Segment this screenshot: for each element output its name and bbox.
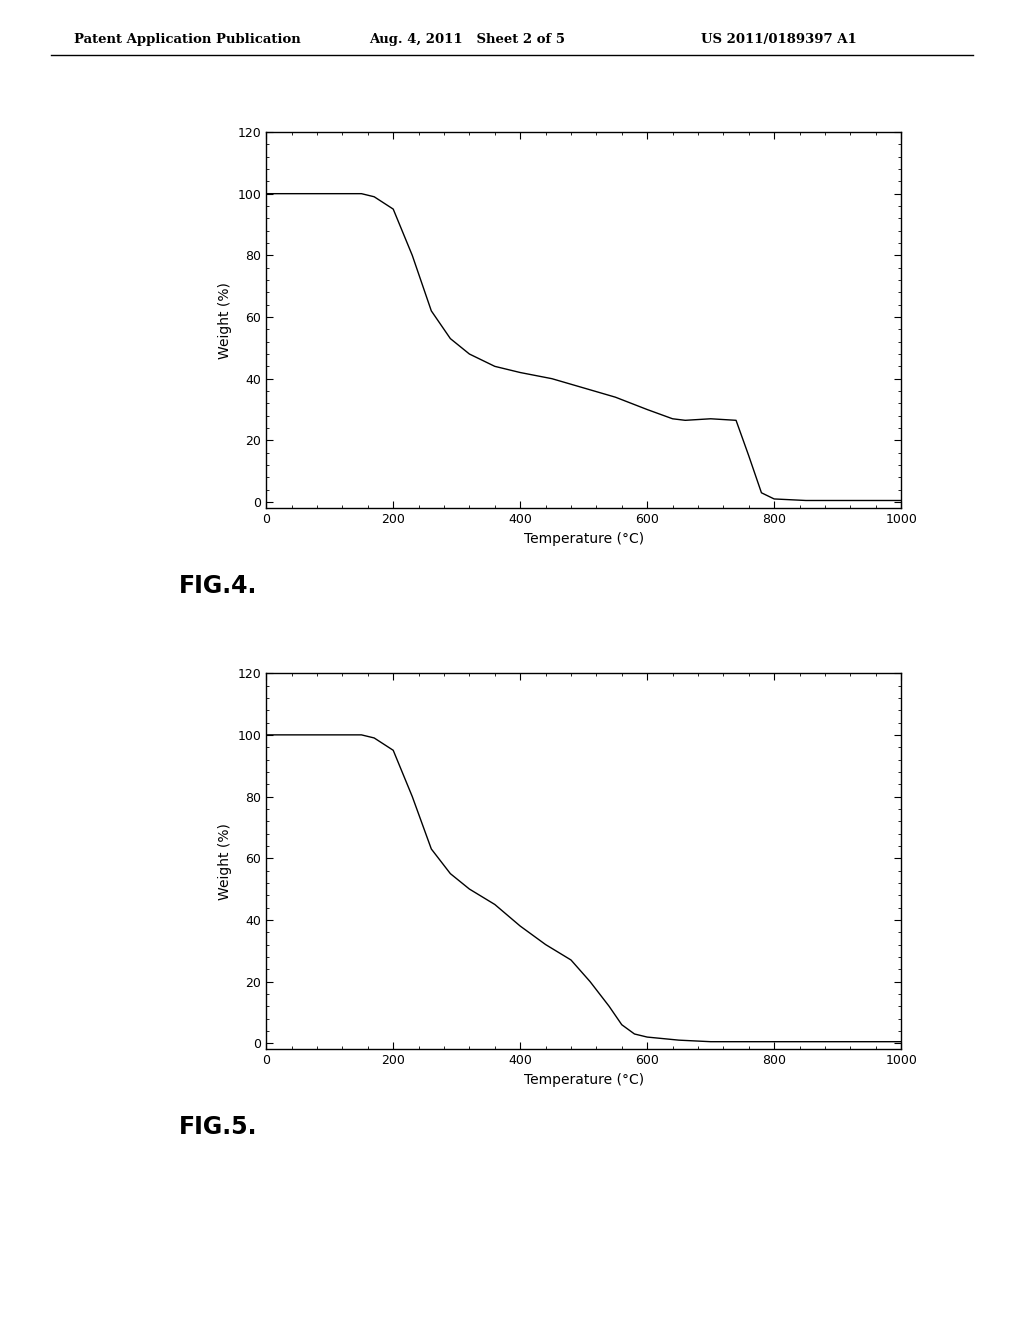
Text: Patent Application Publication: Patent Application Publication bbox=[74, 33, 300, 46]
Y-axis label: Weight (%): Weight (%) bbox=[218, 822, 232, 900]
X-axis label: Temperature (°C): Temperature (°C) bbox=[523, 532, 644, 545]
X-axis label: Temperature (°C): Temperature (°C) bbox=[523, 1073, 644, 1086]
Text: US 2011/0189397 A1: US 2011/0189397 A1 bbox=[701, 33, 857, 46]
Y-axis label: Weight (%): Weight (%) bbox=[218, 281, 232, 359]
Text: FIG.4.: FIG.4. bbox=[179, 574, 258, 598]
Text: FIG.5.: FIG.5. bbox=[179, 1115, 258, 1139]
Text: Aug. 4, 2011   Sheet 2 of 5: Aug. 4, 2011 Sheet 2 of 5 bbox=[369, 33, 564, 46]
